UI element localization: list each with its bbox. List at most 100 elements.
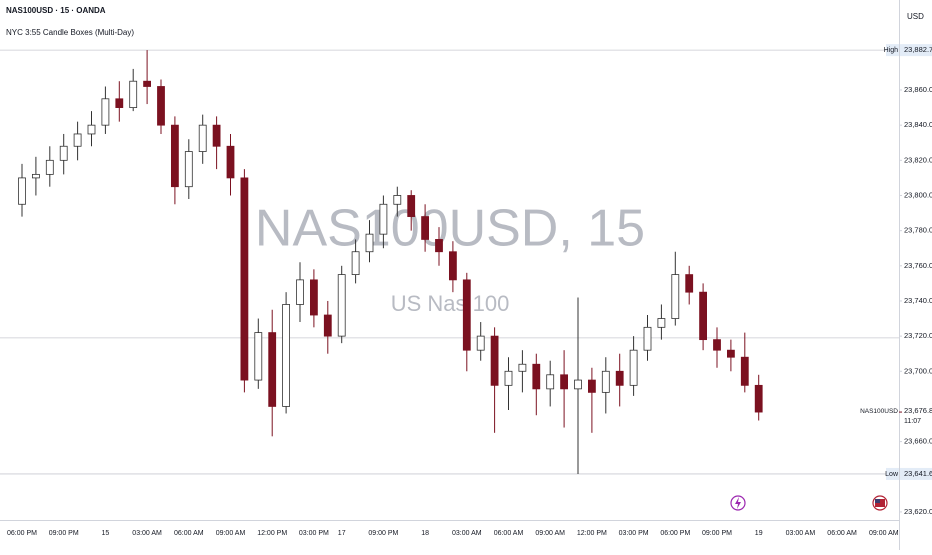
x-tick-label: 06:00 AM <box>827 530 857 537</box>
watermark: NAS100USD, 15 <box>255 200 645 258</box>
candle-body <box>421 216 430 240</box>
candle-body <box>546 374 555 390</box>
y-tick-label: 23,700.0 <box>904 366 932 375</box>
candle-body <box>143 80 152 87</box>
x-tick-label: 09:00 PM <box>49 530 79 537</box>
candle-body <box>115 98 124 108</box>
candle-body <box>296 279 304 305</box>
watermark-subtitle: US Nas 100 <box>391 291 510 316</box>
candle-body <box>490 335 499 386</box>
marker-name-box <box>886 467 899 480</box>
y-tick-label: 23,660.0 <box>904 437 932 446</box>
last-value: 23,676.8 <box>904 406 932 415</box>
candle-body <box>657 318 666 328</box>
flag-icon[interactable] <box>872 495 888 511</box>
candle-body <box>407 195 416 217</box>
x-tick-label: 12:00 PM <box>577 530 607 537</box>
x-tick-label: 06:00 PM <box>660 530 690 537</box>
y-tick-label: 23,720.0 <box>904 331 932 340</box>
candle-body <box>32 173 40 179</box>
last-countdown: 11:07 <box>904 418 921 425</box>
candle-body <box>18 177 26 205</box>
marker-value: 23,641.6 <box>904 469 932 478</box>
marker-value-box <box>900 467 932 480</box>
currency-label: USD <box>907 12 924 21</box>
x-tick-label: 03:00 PM <box>299 530 329 537</box>
marker-name: Low <box>885 471 899 478</box>
candle-body <box>754 384 763 413</box>
y-tick-label: 23,860.0 <box>904 85 932 94</box>
marker-name-box <box>886 44 899 57</box>
lightning-icon <box>735 497 741 509</box>
y-tick-label: 23,780.0 <box>904 226 932 235</box>
candle-body <box>740 356 749 386</box>
candle-body <box>518 363 527 372</box>
candle-body <box>129 80 138 108</box>
candle-body <box>504 370 513 386</box>
candle-body <box>254 332 263 381</box>
y-tick-label: 23,620.0 <box>904 507 932 516</box>
candles <box>18 50 763 474</box>
x-tick-label: 15 <box>102 530 110 537</box>
marker-value-box <box>900 44 932 57</box>
candle-body <box>727 349 735 358</box>
candle-body <box>643 326 652 351</box>
candle-body <box>226 145 235 179</box>
marker-name: High <box>884 47 899 54</box>
candle-body <box>184 151 193 188</box>
y-tick-label: 23,840.0 <box>904 120 932 129</box>
candle-body <box>212 124 221 147</box>
flag-canton <box>875 499 880 503</box>
chart-title: NAS100USD · 15 · OANDA <box>6 6 106 15</box>
y-tick-label: 23,740.0 <box>904 296 932 305</box>
x-tick-label: 12:00 PM <box>257 530 287 537</box>
candle-body <box>59 145 68 161</box>
candle-body <box>448 251 457 281</box>
candle-body <box>435 239 443 253</box>
candle-body <box>351 251 360 275</box>
x-tick-label: 18 <box>421 530 429 537</box>
candle-body <box>713 339 721 351</box>
marker-value: 23,882.7 <box>904 45 932 54</box>
candle-body <box>323 314 332 337</box>
candle-body <box>198 124 207 152</box>
x-tick-label: 09:00 AM <box>869 530 899 537</box>
x-tick-label: 19 <box>755 530 763 537</box>
x-tick-label: 03:00 AM <box>132 530 162 537</box>
candle-body <box>671 274 680 319</box>
candle-body <box>462 279 471 351</box>
x-tick-label: 03:00 PM <box>619 530 649 537</box>
chart-subtitle: NYC 3:55 Candle Boxes (Multi-Day) <box>6 28 134 37</box>
y-tick-label: 23,820.0 <box>904 155 932 164</box>
candle-body <box>73 133 82 147</box>
candle-body <box>365 233 374 253</box>
candle-body <box>574 379 582 390</box>
candle-body <box>337 274 346 337</box>
x-tick-label: 06:00 AM <box>494 530 524 537</box>
candle-body <box>699 291 707 341</box>
candle-body <box>615 370 624 386</box>
candle-body <box>532 363 541 390</box>
x-tick-label: 09:00 AM <box>535 530 565 537</box>
candle-body <box>685 274 694 293</box>
candle-body <box>240 177 249 381</box>
candle-body <box>393 195 402 205</box>
candle-body <box>170 124 179 188</box>
candle-body <box>282 304 291 407</box>
candle-body <box>476 335 485 351</box>
candle-body <box>157 86 165 126</box>
x-tick-label: 09:00 PM <box>702 530 732 537</box>
x-tick-label: 03:00 AM <box>786 530 816 537</box>
y-tick-label: 23,800.0 <box>904 190 932 199</box>
y-tick-label: 23,760.0 <box>904 261 932 270</box>
candle-body <box>268 332 277 407</box>
last-name: NAS100USD <box>860 408 898 415</box>
candle-body <box>560 374 568 390</box>
x-tick-label: 06:00 PM <box>7 530 37 537</box>
candle-body <box>87 124 96 135</box>
candle-body <box>379 203 388 235</box>
event-icon[interactable] <box>730 495 746 511</box>
x-tick-label: 17 <box>338 530 346 537</box>
